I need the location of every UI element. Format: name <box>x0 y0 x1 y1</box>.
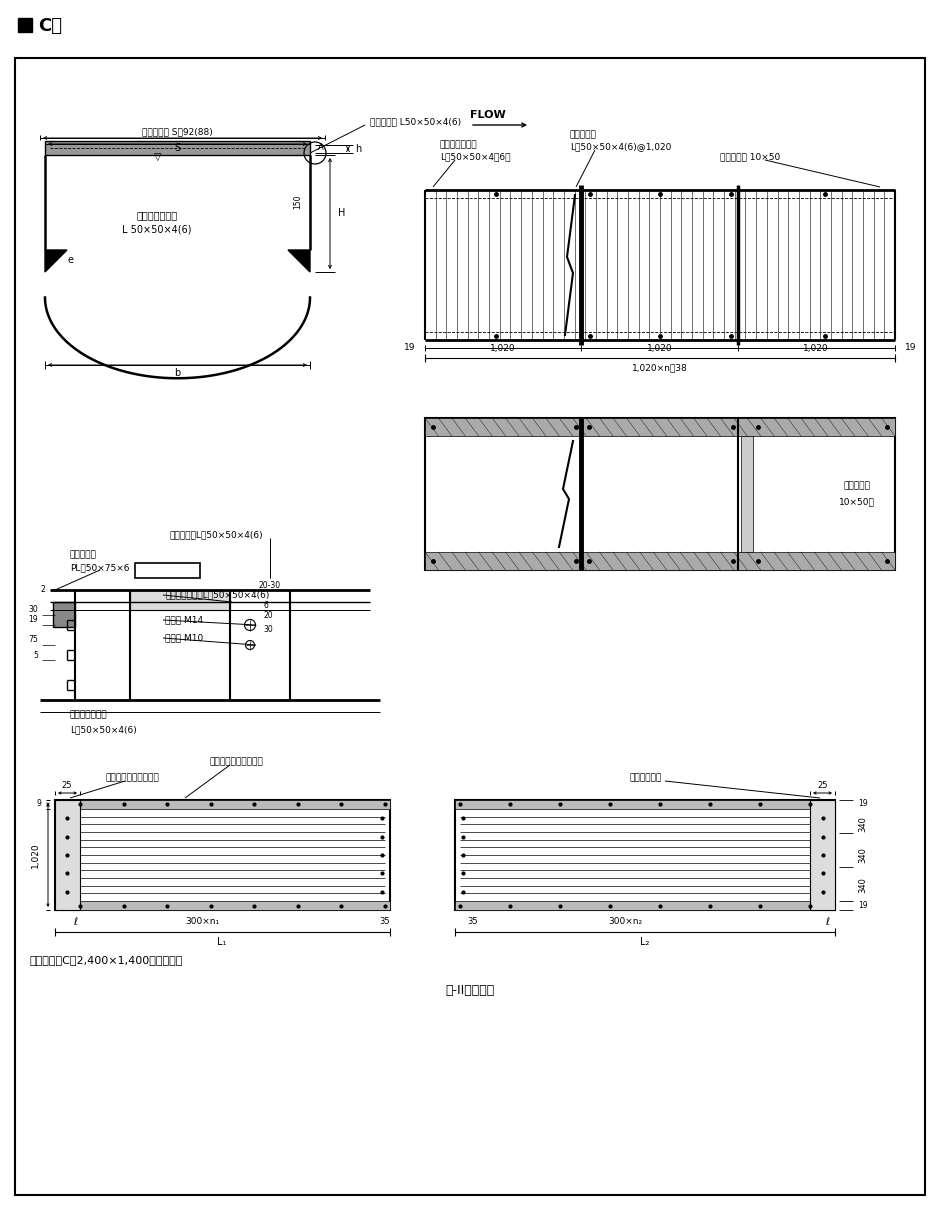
Text: バッキング 10×50: バッキング 10×50 <box>720 153 780 161</box>
Text: 35: 35 <box>380 917 390 927</box>
Text: 20-30: 20-30 <box>258 581 281 590</box>
Bar <box>55 901 390 910</box>
Text: PL－50×75×6: PL－50×75×6 <box>70 564 130 572</box>
Text: L－50×50×4(6): L－50×50×4(6) <box>70 725 136 735</box>
Text: ストラット: ストラット <box>570 130 597 139</box>
Text: H: H <box>338 208 346 218</box>
Text: 9: 9 <box>36 799 41 809</box>
Text: L－50×50×4（6）: L－50×50×4（6） <box>440 153 510 161</box>
Text: 30: 30 <box>28 606 38 614</box>
Bar <box>425 419 895 436</box>
Text: 20: 20 <box>263 611 273 619</box>
Text: L₂: L₂ <box>640 937 650 947</box>
Text: サイドアングルL－50×50×4(6): サイドアングルL－50×50×4(6) <box>165 591 270 599</box>
Text: サイドアングル取付孔: サイドアングル取付孔 <box>105 773 159 783</box>
Text: サイドアングル: サイドアングル <box>440 140 478 149</box>
Text: S: S <box>174 143 180 153</box>
Text: L₁: L₁ <box>217 937 227 947</box>
Text: 6: 6 <box>263 601 268 609</box>
Text: e: e <box>67 255 73 265</box>
Text: バッキング: バッキング <box>843 481 870 490</box>
Bar <box>135 563 200 579</box>
Polygon shape <box>288 250 310 272</box>
Bar <box>55 800 80 910</box>
Bar <box>18 18 32 32</box>
Text: サイドアングル: サイドアングル <box>70 710 107 719</box>
Text: 25: 25 <box>818 782 828 790</box>
Text: 5: 5 <box>33 650 38 660</box>
Text: b: b <box>174 368 180 378</box>
Text: C形: C形 <box>38 17 62 34</box>
Text: 300×n₂: 300×n₂ <box>608 917 642 927</box>
Bar <box>741 436 753 551</box>
Text: 周辺ボルト孔: 周辺ボルト孔 <box>630 773 663 783</box>
Text: h: h <box>355 144 361 154</box>
Text: 340: 340 <box>858 847 868 863</box>
Text: 1,020: 1,020 <box>490 343 516 352</box>
Text: ストラットL－50×50×4(6): ストラットL－50×50×4(6) <box>170 531 263 539</box>
Bar <box>455 800 835 809</box>
Bar <box>455 901 835 910</box>
Text: ℓ: ℓ <box>73 917 77 927</box>
Text: ストラット S＋92(88): ストラット S＋92(88) <box>142 128 212 137</box>
Text: L－50×50×4(6)@1,020: L－50×50×4(6)@1,020 <box>570 143 671 151</box>
Text: 19: 19 <box>28 616 38 624</box>
Text: 30: 30 <box>263 625 273 634</box>
Text: FLOW: FLOW <box>470 110 506 119</box>
Text: 25: 25 <box>62 782 72 790</box>
Text: 150: 150 <box>293 194 303 209</box>
Bar <box>425 419 895 570</box>
Text: 19: 19 <box>905 343 916 352</box>
Bar <box>425 551 895 570</box>
Text: 1,020×n＋38: 1,020×n＋38 <box>632 363 688 373</box>
Text: 75: 75 <box>28 635 38 645</box>
Text: 1,020: 1,020 <box>647 343 673 352</box>
Text: A: A <box>318 143 324 151</box>
Text: 図-II　標準図: 図-II 標準図 <box>446 984 494 997</box>
Text: 1,020: 1,020 <box>803 343 829 352</box>
Text: 19: 19 <box>403 343 415 352</box>
Text: ストラット L50×50×4(6): ストラット L50×50×4(6) <box>370 117 462 127</box>
Text: 1,020: 1,020 <box>30 842 39 868</box>
Text: ボルト M10: ボルト M10 <box>165 634 203 643</box>
Text: 2: 2 <box>40 586 45 595</box>
Text: 340: 340 <box>858 876 868 892</box>
Text: 340: 340 <box>858 816 868 832</box>
Bar <box>45 142 310 155</box>
Bar <box>53 602 75 627</box>
Bar <box>55 800 390 809</box>
Text: 19: 19 <box>858 799 868 809</box>
Text: 35: 35 <box>468 917 478 927</box>
Text: L 50×50×4(6): L 50×50×4(6) <box>122 225 192 235</box>
Text: ストラット: ストラット <box>70 550 97 560</box>
Text: 延長方向重ねボルト孔: 延長方向重ねボルト孔 <box>210 757 264 767</box>
Text: サイドアングル: サイドアングル <box>136 211 178 220</box>
Bar <box>55 800 390 910</box>
Text: 10×50幅: 10×50幅 <box>839 497 875 506</box>
Text: 19: 19 <box>858 901 868 911</box>
Text: （　）内はC－2,400×1,400以上の場合: （ ）内はC－2,400×1,400以上の場合 <box>30 955 183 965</box>
Bar <box>810 800 835 910</box>
Bar <box>455 800 835 910</box>
Text: ボルト M14: ボルト M14 <box>165 616 203 624</box>
Text: ▽: ▽ <box>154 151 162 162</box>
Polygon shape <box>45 250 67 272</box>
Text: ℓ: ℓ <box>825 917 829 927</box>
Text: 300×n₁: 300×n₁ <box>185 917 219 927</box>
Bar <box>130 590 230 611</box>
